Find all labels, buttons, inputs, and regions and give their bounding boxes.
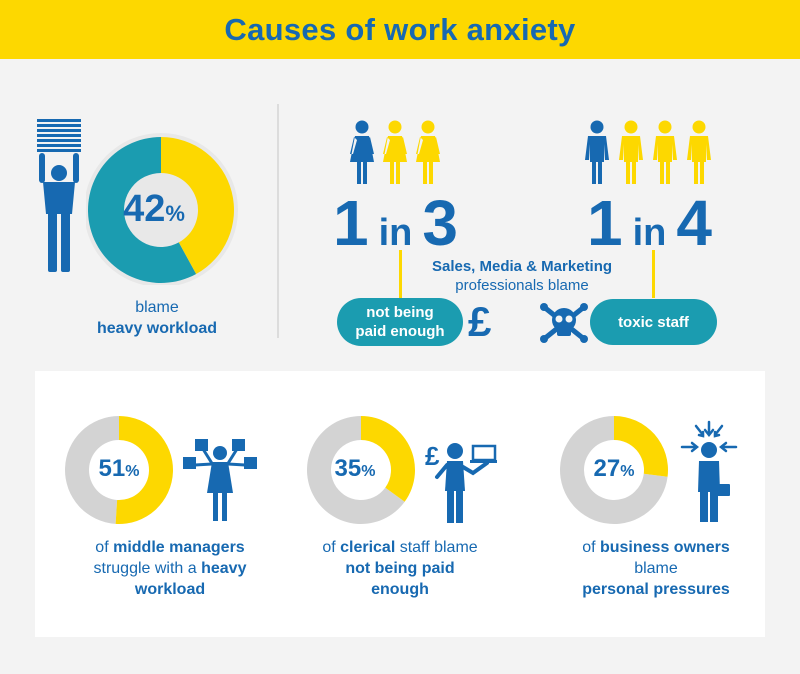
svg-text:£: £	[425, 441, 440, 471]
section-divider	[277, 104, 279, 338]
donut-segment-rest	[64, 416, 119, 524]
pill-toxic-staff: toxic staff	[590, 299, 717, 345]
donut-segment-rest	[87, 137, 197, 283]
donut-value-label: 51%	[98, 455, 140, 482]
caption-business-owners: of business owners blame personal pressu…	[582, 539, 730, 598]
man-icon	[653, 120, 677, 184]
donut-value-label: 27%	[593, 455, 635, 482]
connector-right	[652, 250, 655, 298]
man-icon-highlighted	[585, 120, 609, 184]
pill-not-being-paid-enough: not being paid enough	[337, 298, 463, 346]
donut-segment-value	[115, 416, 174, 524]
donut-segment-value	[161, 137, 234, 274]
donut-segment-rest	[560, 416, 668, 524]
woman-icon	[416, 120, 440, 184]
stressed-businessman-icon	[680, 420, 738, 522]
donut-value-label: 42%	[123, 188, 185, 230]
connector-left	[399, 250, 402, 298]
ratio-one-in-four: 1 in 4	[587, 187, 712, 259]
women-group-icon	[350, 120, 440, 184]
pound-sign-icon: £	[468, 298, 492, 345]
donut-chart-clerical-staff	[307, 416, 415, 524]
donut-chart-heavy-workload	[86, 133, 238, 285]
caption-clerical-staff: of clerical staff blame not being paid e…	[322, 539, 478, 598]
title-bar: Causes of work anxiety	[0, 0, 800, 59]
man-icon	[687, 120, 711, 184]
caption-middle-managers: of middle managers struggle with a heavy…	[93, 539, 247, 598]
men-group-icon	[585, 120, 711, 184]
caption-heavy-workload: blame heavy workload	[96, 299, 218, 337]
person-carrying-papers-icon	[37, 119, 81, 272]
page-title: Causes of work anxiety	[224, 11, 576, 47]
woman-icon	[383, 120, 407, 184]
sales-media-marketing-label: Sales, Media & Marketing professionals b…	[431, 258, 613, 294]
man-icon	[619, 120, 643, 184]
donut-chart-business-owners	[560, 416, 668, 524]
donut-chart-middle-managers	[64, 416, 174, 524]
donut-segment-value	[361, 416, 415, 502]
skull-crossbones-icon	[540, 303, 588, 343]
donut-value-label: 35%	[334, 455, 376, 482]
woman-icon-highlighted	[350, 120, 374, 184]
multitasking-woman-icon	[183, 439, 257, 521]
donut-segment-value	[614, 416, 668, 477]
man-with-laptop-icon: £	[425, 441, 497, 523]
donut-segment-rest	[307, 416, 405, 524]
ratio-one-in-three: 1 in 3	[333, 187, 458, 259]
